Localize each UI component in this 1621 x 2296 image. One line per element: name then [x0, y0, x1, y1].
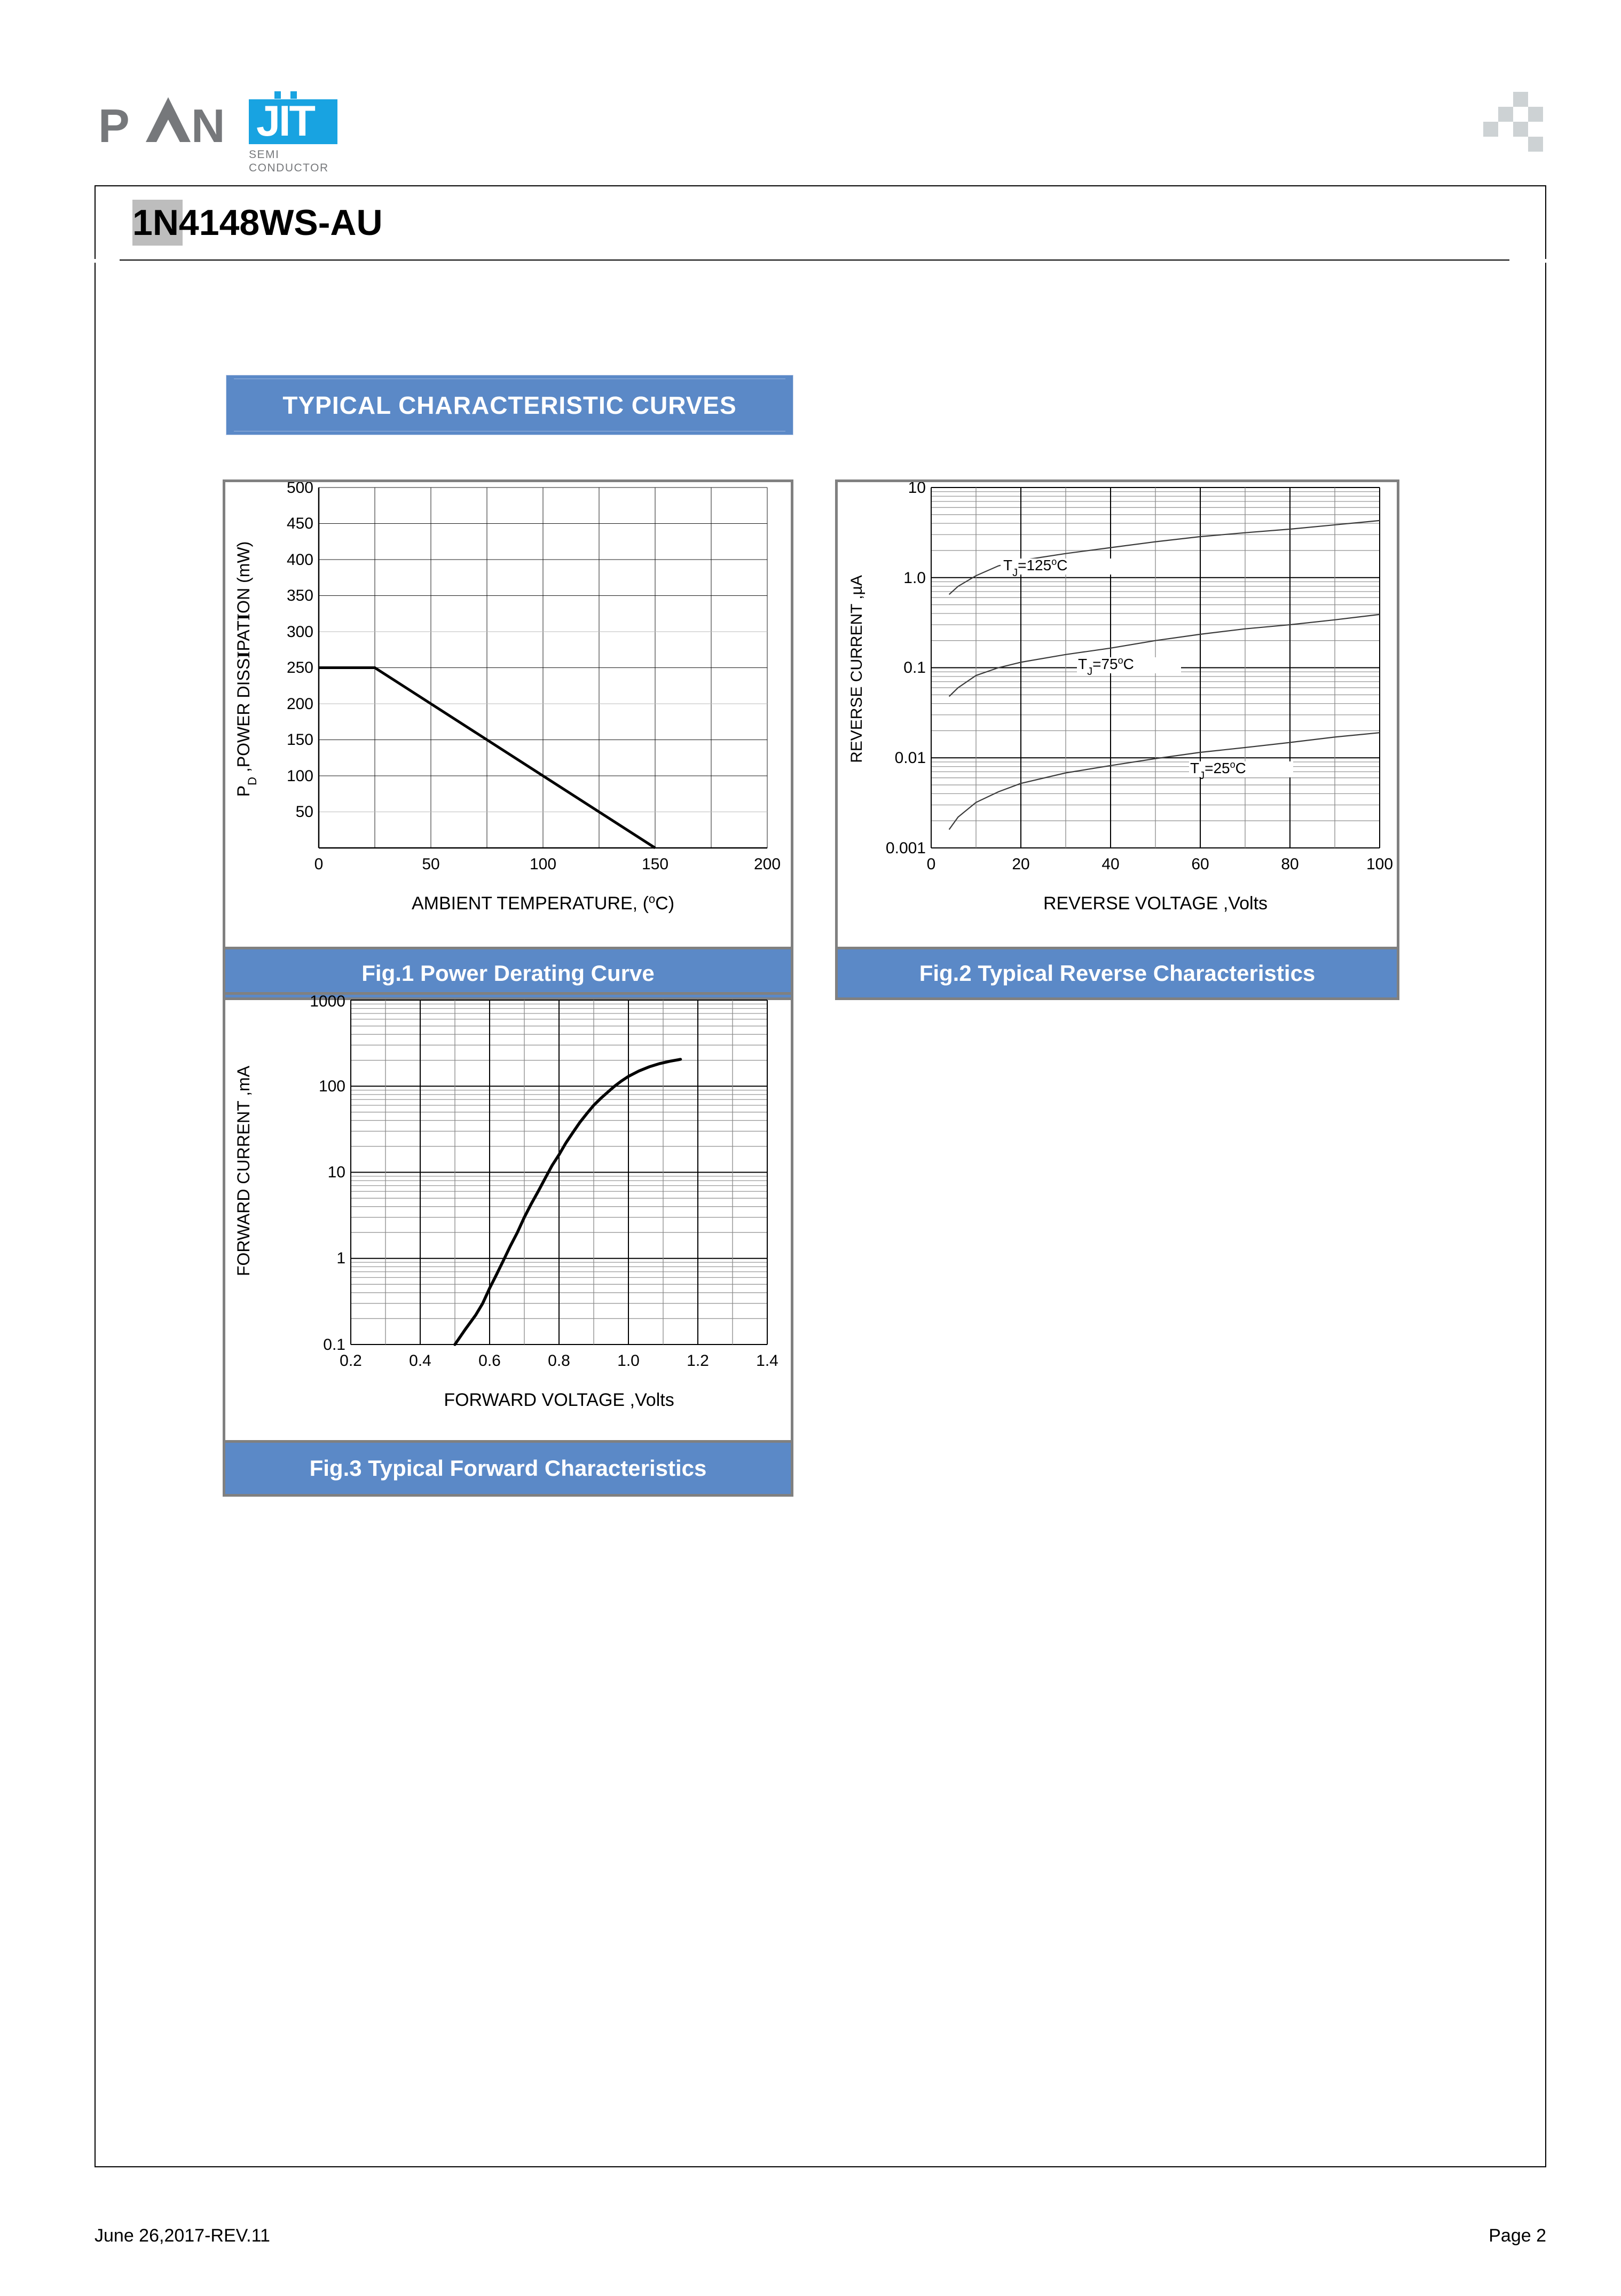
svg-text:450: 450: [287, 515, 313, 532]
svg-text:1.0: 1.0: [903, 569, 926, 587]
svg-text:TJ=25oC: TJ=25oC: [1190, 759, 1246, 782]
svg-text:1.0: 1.0: [617, 1352, 640, 1370]
svg-text:500: 500: [287, 482, 313, 497]
svg-text:150: 150: [287, 731, 313, 749]
svg-text:PD ,POWER DISSIPATION (mW): PD ,POWER DISSIPATION (mW): [234, 541, 259, 797]
svg-text:350: 350: [287, 587, 313, 604]
svg-text:1.2: 1.2: [687, 1352, 709, 1370]
svg-text:REVERSE VOLTAGE ,Volts: REVERSE VOLTAGE ,Volts: [1043, 893, 1268, 914]
svg-text:FORWARD CURRENT ,mA: FORWARD CURRENT ,mA: [234, 1065, 253, 1276]
svg-text:0.2: 0.2: [340, 1352, 362, 1370]
svg-text:P: P: [100, 99, 128, 152]
svg-text:1.4: 1.4: [756, 1352, 778, 1370]
svg-text:0.1: 0.1: [903, 659, 926, 677]
svg-text:200: 200: [287, 695, 313, 713]
svg-text:REVERSE CURRENT ,µA: REVERSE CURRENT ,µA: [848, 575, 865, 763]
svg-text:250: 250: [287, 659, 313, 677]
svg-text:0.1: 0.1: [323, 1336, 345, 1354]
svg-text:0.4: 0.4: [409, 1352, 431, 1370]
svg-text:TJ=75oC: TJ=75oC: [1078, 655, 1134, 678]
svg-text:100: 100: [1366, 855, 1393, 873]
svg-text:JIT: JIT: [256, 97, 316, 145]
svg-text:100: 100: [319, 1078, 345, 1095]
svg-text:0: 0: [927, 855, 936, 873]
svg-text:100: 100: [530, 855, 556, 873]
svg-text:0.01: 0.01: [895, 749, 926, 767]
svg-text:AMBIENT TEMPERATURE, (oC): AMBIENT TEMPERATURE, (oC): [412, 892, 674, 914]
svg-text:SEMI: SEMI: [249, 148, 279, 161]
svg-text:FORWARD VOLTAGE ,Volts: FORWARD VOLTAGE ,Volts: [444, 1390, 674, 1410]
svg-text:0: 0: [314, 855, 324, 873]
svg-text:0.6: 0.6: [478, 1352, 501, 1370]
svg-text:10: 10: [328, 1163, 345, 1181]
svg-text:150: 150: [642, 855, 668, 873]
svg-text:20: 20: [1012, 855, 1029, 873]
svg-text:100: 100: [287, 767, 313, 785]
svg-text:0.001: 0.001: [886, 839, 926, 857]
svg-text:80: 80: [1281, 855, 1299, 873]
svg-text:0.8: 0.8: [548, 1352, 570, 1370]
svg-text:50: 50: [422, 855, 439, 873]
svg-text:10: 10: [908, 482, 926, 497]
svg-text:300: 300: [287, 623, 313, 641]
svg-text:N: N: [191, 99, 223, 152]
svg-text:50: 50: [296, 803, 313, 821]
svg-text:1000: 1000: [310, 995, 345, 1010]
svg-text:40: 40: [1101, 855, 1119, 873]
svg-text:1: 1: [336, 1249, 345, 1267]
svg-text:CONDUCTOR: CONDUCTOR: [249, 162, 329, 174]
svg-text:200: 200: [754, 855, 781, 873]
svg-text:60: 60: [1191, 855, 1209, 873]
svg-text:400: 400: [287, 551, 313, 569]
